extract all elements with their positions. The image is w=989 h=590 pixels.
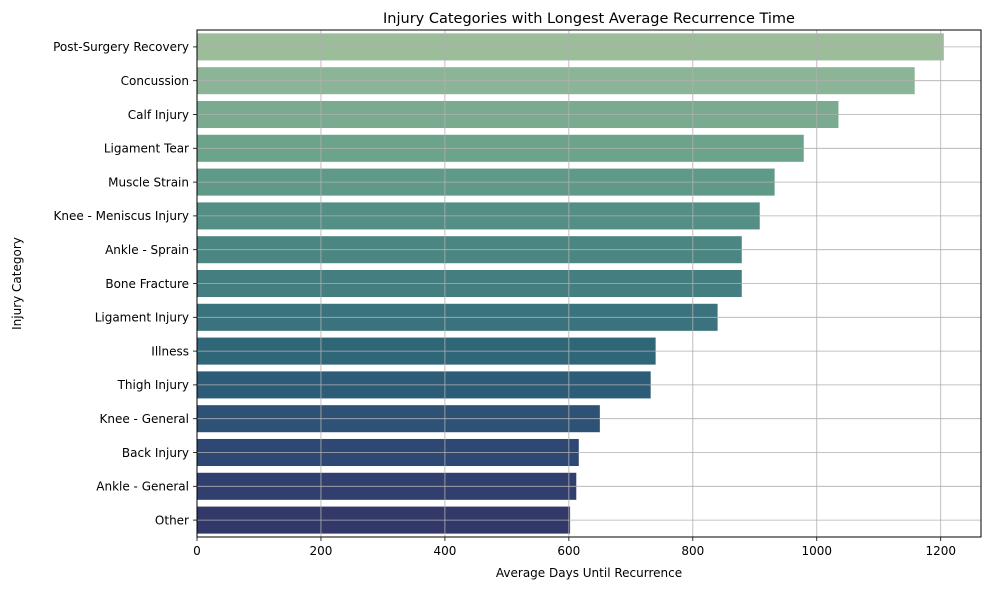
y-tick-label: Post-Surgery Recovery (53, 40, 189, 54)
x-tick-label: 800 (681, 544, 704, 558)
y-tick-label: Illness (151, 344, 189, 358)
x-tick-label: 1200 (925, 544, 956, 558)
y-tick-label: Knee - Meniscus Injury (53, 209, 189, 223)
y-axis-ticks: Post-Surgery Recovery Concussion Calf Inju… (53, 40, 197, 527)
y-tick-label: Calf Injury (128, 108, 189, 122)
y-tick-label: Muscle Strain (108, 175, 189, 189)
x-tick-label: 600 (557, 544, 580, 558)
x-tick-label: 400 (433, 544, 456, 558)
x-tick-label: 0 (193, 544, 201, 558)
y-tick-label: Ligament Injury (95, 311, 189, 325)
y-tick-label: Other (155, 513, 189, 527)
x-tick-label: 200 (309, 544, 332, 558)
y-tick-label: Bone Fracture (105, 277, 189, 291)
x-axis-label: Average Days Until Recurrence (496, 566, 682, 580)
y-tick-label: Knee - General (100, 412, 190, 426)
y-tick-label: Ankle - Sprain (105, 243, 189, 257)
chart-title: Injury Categories with Longest Average R… (383, 11, 795, 27)
y-axis-label: Injury Category (10, 237, 24, 330)
y-tick-label: Concussion (121, 74, 189, 88)
y-tick-label: Thigh Injury (117, 378, 189, 392)
y-tick-label: Ligament Tear (104, 142, 189, 156)
x-tick-label: 1000 (801, 544, 832, 558)
chart-title-group: Injury Categories with Longest Average R… (383, 11, 795, 27)
y-tick-label: Ankle - General (96, 480, 189, 494)
x-axis-ticks: 0 200 400 600 800 1000 1200 (193, 537, 956, 558)
y-tick-label: Back Injury (122, 446, 189, 460)
